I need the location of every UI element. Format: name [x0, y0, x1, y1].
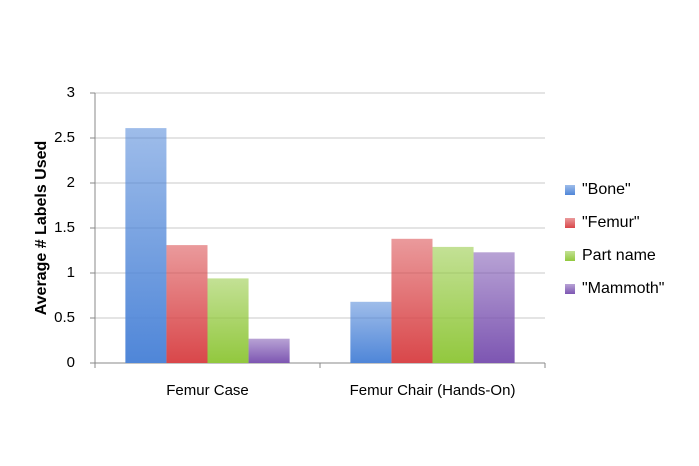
bar — [350, 301, 392, 363]
legend-swatch — [565, 284, 575, 294]
legend-label: "Femur" — [582, 214, 640, 231]
bar — [166, 245, 208, 363]
bar — [391, 238, 433, 363]
bar — [207, 278, 249, 363]
y-tick-label: 3 — [67, 84, 75, 101]
x-tick-label: Femur Case — [166, 382, 249, 399]
y-tick-label: 2 — [67, 174, 75, 191]
legend-label: "Bone" — [582, 181, 631, 198]
legend-swatch — [565, 251, 575, 261]
bar — [432, 246, 474, 363]
y-tick-label: 1 — [67, 264, 75, 281]
x-tick-label: Femur Chair (Hands-On) — [350, 382, 516, 399]
bar — [248, 338, 290, 363]
y-axis-title: Average # Labels Used — [33, 141, 50, 316]
legend-label: Part name — [582, 247, 656, 264]
bar — [125, 128, 167, 363]
legend-swatch — [565, 218, 575, 228]
y-tick-label: 0 — [67, 354, 75, 371]
y-tick-label: 1.5 — [54, 219, 75, 236]
legend-label: "Mammoth" — [582, 280, 664, 297]
y-tick-label: 2.5 — [54, 129, 75, 146]
y-tick-label: 0.5 — [54, 309, 75, 326]
legend-swatch — [565, 185, 575, 195]
bar — [473, 252, 515, 363]
